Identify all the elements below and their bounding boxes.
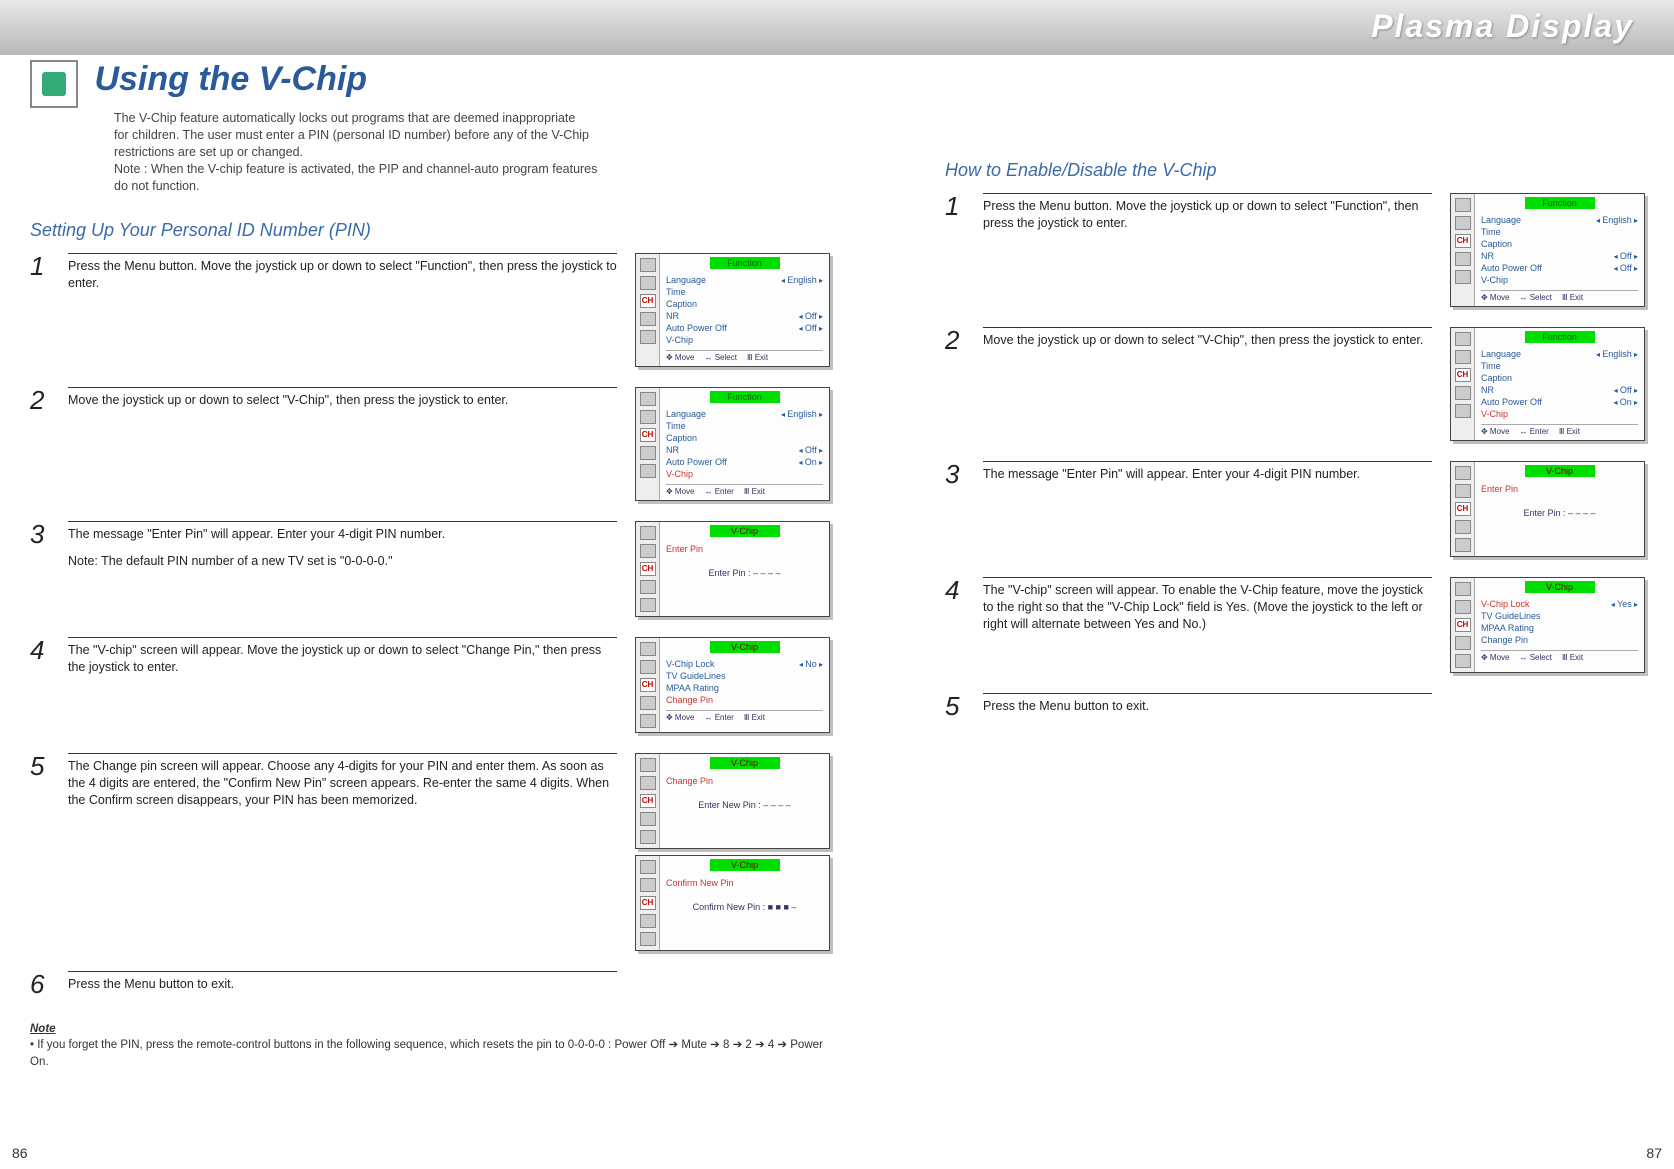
step-number: 2 bbox=[945, 327, 965, 353]
title-icon bbox=[30, 60, 78, 108]
step-number: 4 bbox=[945, 577, 965, 603]
intro-text: The V-Chip feature automatically locks o… bbox=[114, 110, 830, 194]
osd-screenshot: CHV-ChipV-Chip LockYesTV GuideLinesMPAA … bbox=[1450, 577, 1645, 679]
main-title: Using the V-Chip bbox=[94, 60, 367, 99]
intro-line: The V-Chip feature automatically locks o… bbox=[114, 110, 830, 127]
osd-screenshot: CHFunctionLanguageEnglishTimeCaptionNROf… bbox=[1450, 193, 1645, 313]
step-number: 1 bbox=[945, 193, 965, 219]
right-page: How to Enable/Disable the V-Chip 1 Press… bbox=[945, 160, 1645, 733]
osd-screenshot: CHFunctionLanguageEnglishTimeCaptionNROf… bbox=[1450, 327, 1645, 447]
step-text: Move the joystick up or down to select "… bbox=[983, 327, 1432, 349]
intro-line: do not function. bbox=[114, 178, 830, 195]
header-bar: Plasma Display bbox=[0, 0, 1674, 55]
note-header: Note bbox=[30, 1021, 830, 1037]
step-6: 6 Press the Menu button to exit. bbox=[30, 971, 830, 997]
step-text: Press the Menu button to exit. bbox=[983, 693, 1432, 715]
step-4: 4 The "V-chip" screen will appear. Move … bbox=[30, 637, 830, 739]
brand-title: Plasma Display bbox=[1371, 8, 1634, 45]
left-section-title: Setting Up Your Personal ID Number (PIN) bbox=[30, 220, 830, 241]
step-r5: 5 Press the Menu button to exit. bbox=[945, 693, 1645, 719]
step-r1: 1 Press the Menu button. Move the joysti… bbox=[945, 193, 1645, 313]
step-text: Press the Menu button. Move the joystick… bbox=[68, 253, 617, 292]
left-steps: 1 Press the Menu button. Move the joysti… bbox=[30, 253, 830, 997]
intro-line: restrictions are set up or changed. bbox=[114, 144, 830, 161]
osd-screenshot: CHV-ChipEnter PinEnter Pin : – – – – bbox=[635, 521, 830, 623]
step-5: 5 The Change pin screen will appear. Cho… bbox=[30, 753, 830, 957]
step-r2: 2 Move the joystick up or down to select… bbox=[945, 327, 1645, 447]
step-number: 5 bbox=[30, 753, 50, 779]
step-number: 5 bbox=[945, 693, 965, 719]
step-text: Move the joystick up or down to select "… bbox=[68, 387, 617, 409]
step-text: The message "Enter Pin" will appear. Ent… bbox=[68, 521, 617, 570]
intro-line: for children. The user must enter a PIN … bbox=[114, 127, 830, 144]
right-section-title: How to Enable/Disable the V-Chip bbox=[945, 160, 1645, 181]
step-number: 6 bbox=[30, 971, 50, 997]
osd-screenshot: CHV-ChipEnter PinEnter Pin : – – – – bbox=[1450, 461, 1645, 563]
intro-line: Note : When the V-chip feature is activa… bbox=[114, 161, 830, 178]
step-number: 1 bbox=[30, 253, 50, 279]
step-number: 2 bbox=[30, 387, 50, 413]
osd-screenshot: CHFunctionLanguageEnglishTimeCaptionNROf… bbox=[635, 253, 830, 373]
note-text: • If you forget the PIN, press the remot… bbox=[30, 1037, 830, 1069]
step-number: 3 bbox=[945, 461, 965, 487]
step-number: 3 bbox=[30, 521, 50, 547]
step-text: The "V-chip" screen will appear. To enab… bbox=[983, 577, 1432, 633]
step-number: 4 bbox=[30, 637, 50, 663]
step-text: The "V-chip" screen will appear. Move th… bbox=[68, 637, 617, 676]
step-2: 2 Move the joystick up or down to select… bbox=[30, 387, 830, 507]
note-section: Note • If you forget the PIN, press the … bbox=[30, 1021, 830, 1069]
page-number-right: 87 bbox=[1646, 1145, 1662, 1161]
osd-screenshot: CHV-ChipV-Chip LockNoTV GuideLinesMPAA R… bbox=[635, 637, 830, 739]
step-r3: 3 The message "Enter Pin" will appear. E… bbox=[945, 461, 1645, 563]
step-r4: 4 The "V-chip" screen will appear. To en… bbox=[945, 577, 1645, 679]
step-1: 1 Press the Menu button. Move the joysti… bbox=[30, 253, 830, 373]
page-number-left: 86 bbox=[12, 1145, 28, 1161]
step-subtext: Note: The default PIN number of a new TV… bbox=[68, 553, 617, 570]
step-3: 3 The message "Enter Pin" will appear. E… bbox=[30, 521, 830, 623]
osd-screenshot: CHV-ChipChange PinEnter New Pin : – – – … bbox=[635, 753, 830, 957]
left-page: Using the V-Chip The V-Chip feature auto… bbox=[30, 60, 830, 1070]
osd-screenshot: CHFunctionLanguageEnglishTimeCaptionNROf… bbox=[635, 387, 830, 507]
step-text: The message "Enter Pin" will appear. Ent… bbox=[983, 461, 1432, 483]
step-text: Press the Menu button. Move the joystick… bbox=[983, 193, 1432, 232]
right-steps: 1 Press the Menu button. Move the joysti… bbox=[945, 193, 1645, 719]
step-text: Press the Menu button to exit. bbox=[68, 971, 617, 993]
step-text: The Change pin screen will appear. Choos… bbox=[68, 753, 617, 809]
